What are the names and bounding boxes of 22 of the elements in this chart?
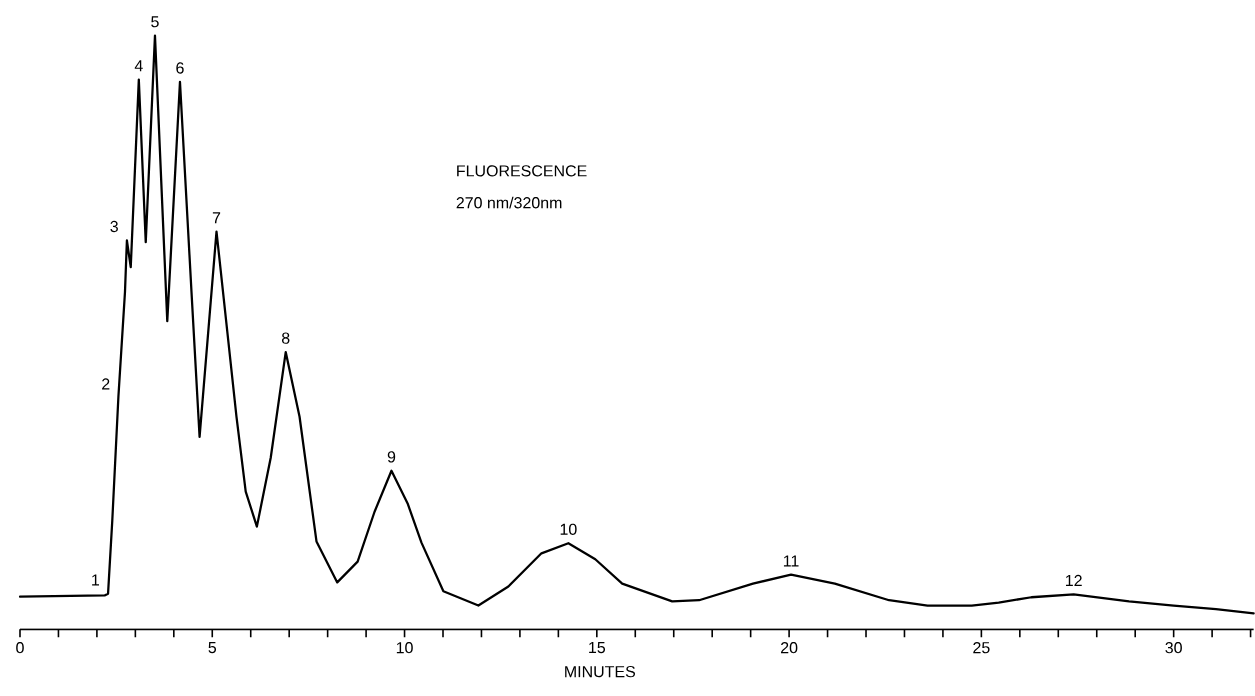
x-tick-label: 5	[208, 641, 217, 654]
annotation: 8	[281, 332, 290, 344]
x-tick-label: 30	[1165, 641, 1182, 654]
annotation: 12	[1066, 574, 1082, 586]
annotation: FLUORESCENCE	[457, 165, 587, 177]
x-tick-label: 10	[396, 641, 413, 654]
annotation: 10	[560, 523, 577, 535]
annotation: 2	[102, 378, 110, 390]
annotation: 270 nm/320nm	[456, 196, 562, 209]
annotation: 11	[783, 555, 799, 567]
x-tick-label: 20	[781, 641, 798, 654]
x-axis-title: MINUTES	[565, 665, 636, 678]
annotation: 3	[110, 220, 118, 233]
x-tick-label: 15	[589, 641, 606, 654]
annotation: 6	[176, 62, 184, 74]
annotation: 7	[212, 212, 221, 224]
annotation: 5	[151, 16, 159, 28]
annotation: 9	[387, 451, 396, 463]
x-tick-label: 25	[973, 641, 990, 654]
annotation: 4	[134, 60, 143, 72]
annotation: 1	[92, 574, 100, 586]
x-tick-label: 0	[16, 641, 24, 654]
